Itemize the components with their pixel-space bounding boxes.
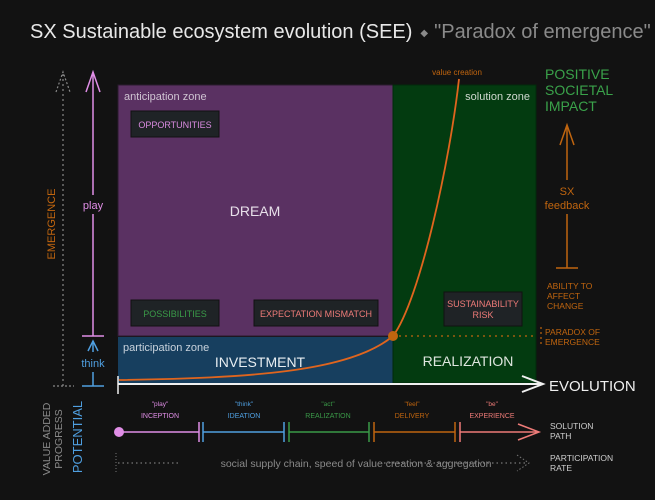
solution-path-label-2: PATH	[550, 431, 571, 441]
expectation-mismatch-label: EXPECTATION MISMATCH	[260, 309, 372, 319]
possibilities-box	[130, 299, 220, 327]
ability-label-1: ABILITY TO	[547, 281, 593, 291]
feedback-label-1: SX	[560, 186, 575, 198]
participation-zone	[118, 337, 393, 383]
solution-path: "play" INCEPTION "think" IDEATION "act" REALI…	[119, 401, 542, 442]
stage-name: DELIVERY	[395, 413, 430, 420]
impact-label-1: POSITIVE	[545, 66, 610, 82]
evolution-arrow-icon	[521, 375, 546, 393]
sustainability-risk-label-2: RISK	[472, 310, 493, 320]
participation-rate-label-1: PARTICIPATION	[550, 453, 613, 463]
ability-label-2: AFFECT	[547, 291, 580, 301]
value-creation-label: value creation	[432, 68, 482, 77]
paradox-label-1: PARADOX OF	[545, 327, 600, 337]
stage-name: IDEATION	[228, 413, 261, 420]
solution-zone-label: solution zone	[465, 91, 530, 103]
impact-label-2: SOCIETAL	[545, 82, 613, 98]
feedback-label-2: feedback	[545, 200, 590, 212]
title-line: SX Sustainable ecosystem evolution (SEE)…	[30, 21, 651, 43]
stage-name: EXPERIENCE	[469, 413, 514, 420]
investment-label: INVESTMENT	[215, 354, 306, 370]
emergence-label: EMERGENCE	[46, 189, 58, 260]
stage-verb: "be"	[486, 401, 499, 408]
value-added-label-2: PROGRESS	[53, 409, 65, 469]
stage-verb: "think"	[235, 401, 254, 408]
subtitle: "Paradox of emergence"	[434, 21, 651, 43]
possibilities-label: POSSIBILITIES	[143, 309, 207, 319]
solution-zone	[392, 84, 537, 384]
title-separator-icon: ◆	[420, 28, 428, 39]
play-label: play	[83, 200, 104, 212]
anticipation-zone-label: anticipation zone	[124, 91, 207, 103]
value-added-label-1: VALUE ADDED	[41, 402, 53, 475]
sustainability-risk-box	[443, 291, 523, 327]
title: SX Sustainable ecosystem evolution (SEE)	[30, 21, 412, 43]
stage-verb: "play"	[152, 401, 169, 408]
opportunities-box	[130, 110, 220, 138]
sustainability-risk-label-1: SUSTAINABILITY	[447, 299, 519, 309]
expectation-mismatch-box	[253, 299, 379, 327]
solution-path-start-icon	[114, 427, 124, 437]
stage-verb: "act"	[321, 401, 335, 408]
stage-name: REALIZATION	[305, 413, 350, 420]
stage-name: INCEPTION	[141, 413, 179, 420]
play-arrow-icon	[85, 69, 101, 93]
realization-label: REALIZATION	[423, 353, 514, 369]
emergence-arrow-icon	[55, 70, 71, 93]
ability-label-3: CHANGE	[547, 301, 584, 311]
opportunities-label: OPPORTUNITIES	[138, 120, 211, 130]
evolution-label: EVOLUTION	[549, 378, 636, 395]
stage-verb: "feel"	[404, 401, 420, 408]
participation-text: social supply chain, speed of value crea…	[221, 458, 492, 470]
impact-label-3: IMPACT	[545, 98, 597, 114]
paradox-point	[388, 331, 398, 341]
think-label: think	[81, 358, 105, 370]
participation-rate-label-2: RATE	[550, 463, 572, 473]
paradox-label-2: EMERGENCE	[545, 337, 600, 347]
participation-zone-label: participation zone	[123, 342, 209, 354]
potential-label: POTENTIAL	[70, 401, 85, 473]
solution-path-arrow-icon	[517, 423, 542, 441]
feedback-arrow-icon	[559, 122, 575, 146]
participation-arrow-icon	[516, 454, 530, 472]
dream-label: DREAM	[230, 203, 281, 219]
solution-path-label-1: SOLUTION	[550, 421, 593, 431]
